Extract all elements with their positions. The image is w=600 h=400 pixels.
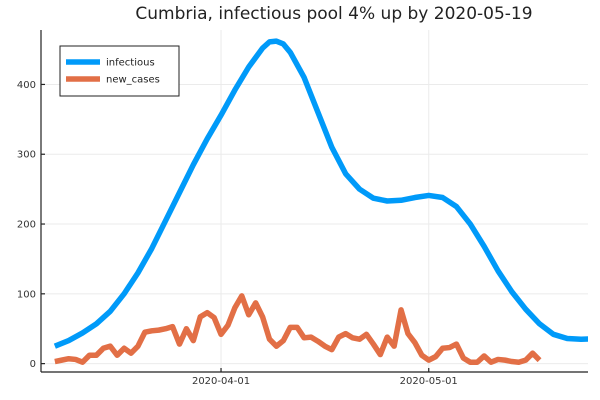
x-tick-label: 2020-05-01	[400, 376, 458, 387]
y-tick-label: 0	[30, 359, 36, 370]
series-line-new-cases	[54, 293, 542, 365]
legend-label-infectious: infectious	[106, 58, 155, 69]
legend-box	[59, 45, 180, 97]
axes: 0 100 200 300 400 2020-04-01 2020-05-01	[17, 30, 588, 387]
x-tick-label: 2020-04-01	[192, 376, 250, 387]
y-tick-label: 100	[17, 289, 36, 300]
y-tick-label: 400	[17, 80, 36, 91]
chart-title: Cumbria, infectious pool 4% up by 2020-0…	[135, 4, 532, 24]
y-tick-label: 300	[17, 150, 36, 161]
legend-label-new-cases: new_cases	[106, 75, 160, 86]
series-line-infectious	[53, 38, 588, 349]
y-tick-label: 200	[17, 220, 36, 231]
legend: infectious new_cases	[59, 45, 180, 97]
series-lines	[53, 38, 588, 365]
